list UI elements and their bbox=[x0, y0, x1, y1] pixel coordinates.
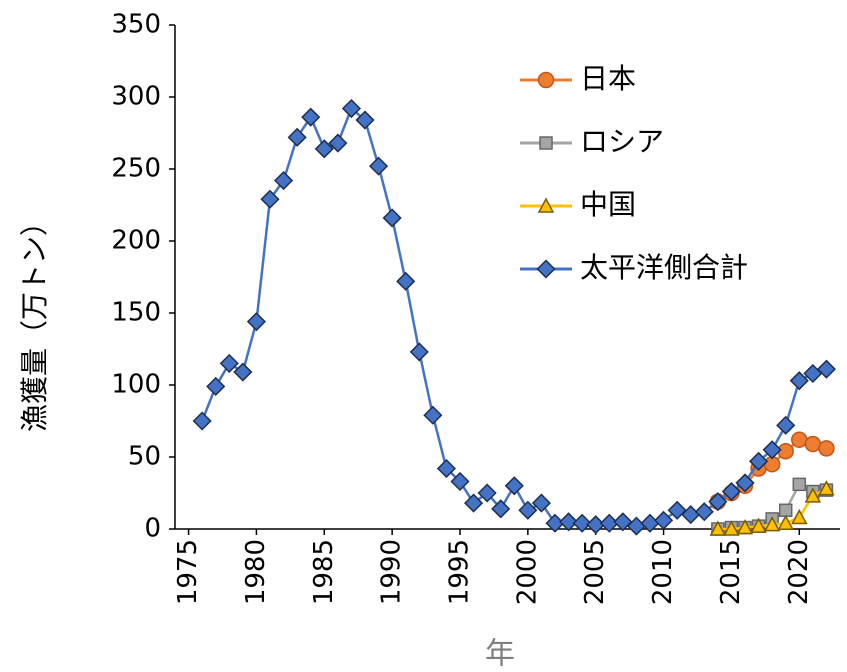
marker bbox=[804, 435, 822, 453]
marker bbox=[763, 516, 781, 532]
y-tick-label: 300 bbox=[111, 82, 161, 112]
legend-label: ロシア bbox=[580, 125, 664, 158]
legend-marker bbox=[536, 259, 556, 279]
marker bbox=[804, 487, 822, 503]
marker bbox=[818, 440, 835, 457]
marker bbox=[789, 371, 809, 391]
marker bbox=[777, 514, 794, 530]
legend-label: 太平洋側合計 bbox=[580, 251, 748, 284]
marker bbox=[654, 510, 674, 530]
marker bbox=[219, 353, 239, 373]
marker bbox=[818, 480, 835, 496]
marker bbox=[246, 312, 266, 332]
y-tick-label: 250 bbox=[111, 154, 161, 184]
marker bbox=[735, 473, 755, 493]
marker bbox=[762, 440, 782, 460]
marker bbox=[723, 520, 740, 536]
marker bbox=[776, 415, 796, 435]
marker bbox=[301, 107, 321, 127]
marker bbox=[791, 508, 808, 525]
marker bbox=[314, 139, 334, 159]
marker bbox=[369, 156, 389, 176]
y-tick-label: 100 bbox=[111, 370, 161, 400]
x-tick-label: 1980 bbox=[241, 539, 271, 605]
y-tick-label: 0 bbox=[144, 514, 161, 544]
marker bbox=[396, 271, 416, 291]
marker bbox=[274, 170, 294, 191]
marker bbox=[504, 476, 524, 496]
marker bbox=[491, 499, 511, 519]
marker bbox=[382, 208, 402, 228]
x-axis-title: 年 bbox=[485, 637, 515, 672]
y-tick-label: 50 bbox=[128, 442, 161, 472]
marker bbox=[721, 481, 741, 502]
marker bbox=[518, 500, 538, 520]
legend-label: 日本 bbox=[580, 62, 636, 95]
marker bbox=[777, 442, 794, 460]
marker bbox=[531, 493, 551, 513]
marker bbox=[287, 127, 307, 147]
marker bbox=[667, 500, 687, 520]
x-tick-label: 1990 bbox=[377, 539, 407, 605]
y-axis-title: 漁獲量（万トン） bbox=[18, 208, 51, 432]
y-tick-label: 150 bbox=[111, 298, 161, 328]
marker bbox=[464, 493, 484, 513]
legend-label: 中国 bbox=[580, 188, 636, 221]
marker bbox=[778, 503, 793, 518]
marker bbox=[477, 483, 497, 503]
x-tick-label: 1975 bbox=[173, 539, 203, 605]
marker bbox=[736, 518, 754, 535]
marker bbox=[341, 98, 361, 119]
x-tick-label: 2015 bbox=[716, 539, 746, 605]
x-tick-label: 2000 bbox=[512, 539, 542, 605]
legend-marker bbox=[537, 197, 555, 213]
series-line bbox=[200, 106, 827, 528]
marker bbox=[559, 512, 579, 532]
legend-marker bbox=[539, 136, 553, 150]
x-tick-label: 1995 bbox=[445, 539, 475, 605]
marker bbox=[750, 517, 767, 533]
marker bbox=[694, 502, 714, 522]
y-tick-label: 200 bbox=[111, 226, 161, 256]
marker bbox=[409, 342, 429, 362]
marker bbox=[791, 431, 808, 448]
marker bbox=[355, 110, 375, 130]
marker bbox=[436, 458, 456, 479]
x-tick-label: 2005 bbox=[580, 539, 610, 605]
marker bbox=[572, 513, 592, 533]
marker bbox=[749, 451, 769, 471]
marker bbox=[423, 405, 443, 425]
marker bbox=[450, 471, 470, 492]
marker bbox=[792, 477, 807, 492]
marker bbox=[206, 376, 226, 397]
marker bbox=[816, 359, 836, 379]
marker bbox=[328, 133, 348, 153]
x-tick-label: 2010 bbox=[648, 539, 678, 605]
marker bbox=[709, 520, 727, 536]
x-tick-label: 2020 bbox=[784, 539, 814, 605]
legend-marker bbox=[537, 71, 555, 89]
marker bbox=[260, 189, 280, 209]
x-tick-label: 1985 bbox=[309, 539, 339, 605]
y-tick-label: 350 bbox=[111, 10, 161, 40]
marker bbox=[192, 411, 212, 431]
marker bbox=[708, 492, 728, 512]
marker bbox=[233, 362, 253, 382]
